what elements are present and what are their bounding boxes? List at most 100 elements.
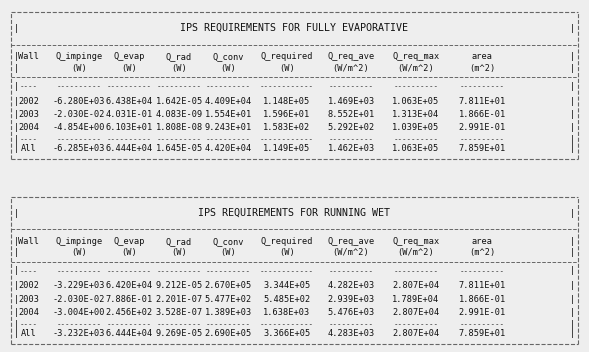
Text: ----------: ---------- — [459, 268, 505, 274]
Text: All: All — [21, 144, 37, 153]
Text: |: | — [570, 249, 575, 257]
Text: area: area — [472, 237, 492, 246]
Text: -2.030E-02: -2.030E-02 — [53, 110, 105, 119]
Text: ----------: ---------- — [157, 83, 201, 89]
Text: 2002: 2002 — [18, 96, 39, 106]
Text: |: | — [570, 144, 575, 153]
Text: 9.269E-05: 9.269E-05 — [155, 329, 203, 338]
Text: 6.103E+01: 6.103E+01 — [105, 123, 153, 132]
Text: ----: ---- — [20, 321, 38, 327]
Text: 1.638E+03: 1.638E+03 — [263, 308, 310, 317]
Text: ------------: ------------ — [260, 268, 314, 274]
Text: 9.243E+01: 9.243E+01 — [204, 123, 252, 132]
Text: |: | — [14, 249, 19, 257]
Text: ----------: ---------- — [57, 136, 102, 143]
Text: (W/m^2): (W/m^2) — [333, 249, 369, 257]
Text: Q_req_ave: Q_req_ave — [327, 237, 375, 246]
Text: |: | — [14, 135, 19, 144]
Text: 1.148E+05: 1.148E+05 — [263, 96, 310, 106]
Text: ----------: ---------- — [157, 321, 201, 327]
Text: 6.438E+04: 6.438E+04 — [105, 96, 153, 106]
Text: 2.991E-01: 2.991E-01 — [458, 123, 506, 132]
Text: Q_conv: Q_conv — [213, 237, 244, 246]
Text: ----------: ---------- — [206, 83, 251, 89]
Text: |: | — [14, 110, 19, 119]
Text: Wall: Wall — [18, 52, 39, 61]
Text: |: | — [14, 82, 19, 90]
Text: 4.282E+03: 4.282E+03 — [327, 281, 375, 290]
Text: 1.645E-05: 1.645E-05 — [155, 144, 203, 153]
Text: All: All — [21, 329, 37, 338]
Text: |: | — [570, 295, 575, 304]
Text: ----------: ---------- — [459, 83, 505, 89]
Text: 3.366E+05: 3.366E+05 — [263, 329, 310, 338]
Text: |: | — [14, 64, 19, 73]
Text: |: | — [570, 82, 575, 90]
Text: 6.420E+04: 6.420E+04 — [105, 281, 153, 290]
Text: |: | — [14, 24, 19, 33]
Text: -2.030E-02: -2.030E-02 — [53, 295, 105, 304]
Text: 5.477E+02: 5.477E+02 — [204, 295, 252, 304]
Text: 2004: 2004 — [18, 123, 39, 132]
Text: (W): (W) — [121, 64, 137, 73]
Text: |: | — [570, 208, 575, 218]
Text: 1.596E+01: 1.596E+01 — [263, 110, 310, 119]
Text: ----------: ---------- — [393, 136, 438, 143]
Text: ------------: ------------ — [260, 83, 314, 89]
Text: -4.854E+00: -4.854E+00 — [53, 123, 105, 132]
Text: |: | — [570, 281, 575, 290]
Text: ----------: ---------- — [459, 136, 505, 143]
Text: Q_evap: Q_evap — [113, 237, 144, 246]
Text: |: | — [14, 320, 19, 329]
Text: 4.283E+03: 4.283E+03 — [327, 329, 375, 338]
Text: ----------: ---------- — [393, 83, 438, 89]
Text: (W): (W) — [279, 249, 295, 257]
Text: 2002: 2002 — [18, 281, 39, 290]
Text: ----: ---- — [20, 136, 38, 143]
Text: (W): (W) — [220, 64, 236, 73]
Text: 4.031E-01: 4.031E-01 — [105, 110, 153, 119]
Text: 6.444E+04: 6.444E+04 — [105, 144, 153, 153]
Text: 1.313E+04: 1.313E+04 — [392, 110, 439, 119]
Text: |: | — [570, 110, 575, 119]
Text: 2003: 2003 — [18, 295, 39, 304]
Text: |: | — [14, 237, 19, 246]
Text: Wall: Wall — [18, 237, 39, 246]
Text: ----: ---- — [20, 268, 38, 274]
Text: ----------: ---------- — [107, 83, 151, 89]
Text: Q_req_ave: Q_req_ave — [327, 52, 375, 61]
Text: |: | — [570, 320, 575, 329]
Text: |: | — [14, 329, 19, 338]
Text: 1.063E+05: 1.063E+05 — [392, 144, 439, 153]
Text: 1.808E-08: 1.808E-08 — [155, 123, 203, 132]
Text: (W): (W) — [171, 249, 187, 257]
Text: Q_req_max: Q_req_max — [392, 52, 439, 61]
Text: 1.866E-01: 1.866E-01 — [458, 110, 506, 119]
Text: 3.344E+05: 3.344E+05 — [263, 281, 310, 290]
Text: 2.807E+04: 2.807E+04 — [392, 281, 439, 290]
Text: Q_required: Q_required — [261, 237, 313, 246]
Text: -6.280E+03: -6.280E+03 — [53, 96, 105, 106]
Text: ----------: ---------- — [157, 136, 201, 143]
Text: -3.232E+03: -3.232E+03 — [53, 329, 105, 338]
Text: 9.212E-05: 9.212E-05 — [155, 281, 203, 290]
Text: 1.583E+02: 1.583E+02 — [263, 123, 310, 132]
Text: 7.886E-01: 7.886E-01 — [105, 295, 153, 304]
Text: 7.811E+01: 7.811E+01 — [458, 96, 506, 106]
Text: |: | — [14, 52, 19, 61]
Text: ----: ---- — [20, 83, 38, 89]
Text: |: | — [14, 266, 19, 276]
Text: (W): (W) — [71, 249, 87, 257]
Text: 2.201E-07: 2.201E-07 — [155, 295, 203, 304]
Text: ----------: ---------- — [206, 321, 251, 327]
Text: 3.528E-07: 3.528E-07 — [155, 308, 203, 317]
Text: area: area — [472, 52, 492, 61]
Text: 2003: 2003 — [18, 110, 39, 119]
Text: ----------: ---------- — [393, 321, 438, 327]
Text: 5.476E+03: 5.476E+03 — [327, 308, 375, 317]
Text: ----------: ---------- — [459, 321, 505, 327]
Text: 2.807E+04: 2.807E+04 — [392, 308, 439, 317]
Text: |: | — [14, 96, 19, 106]
Text: ----------: ---------- — [329, 83, 373, 89]
Text: ----------: ---------- — [329, 136, 373, 143]
